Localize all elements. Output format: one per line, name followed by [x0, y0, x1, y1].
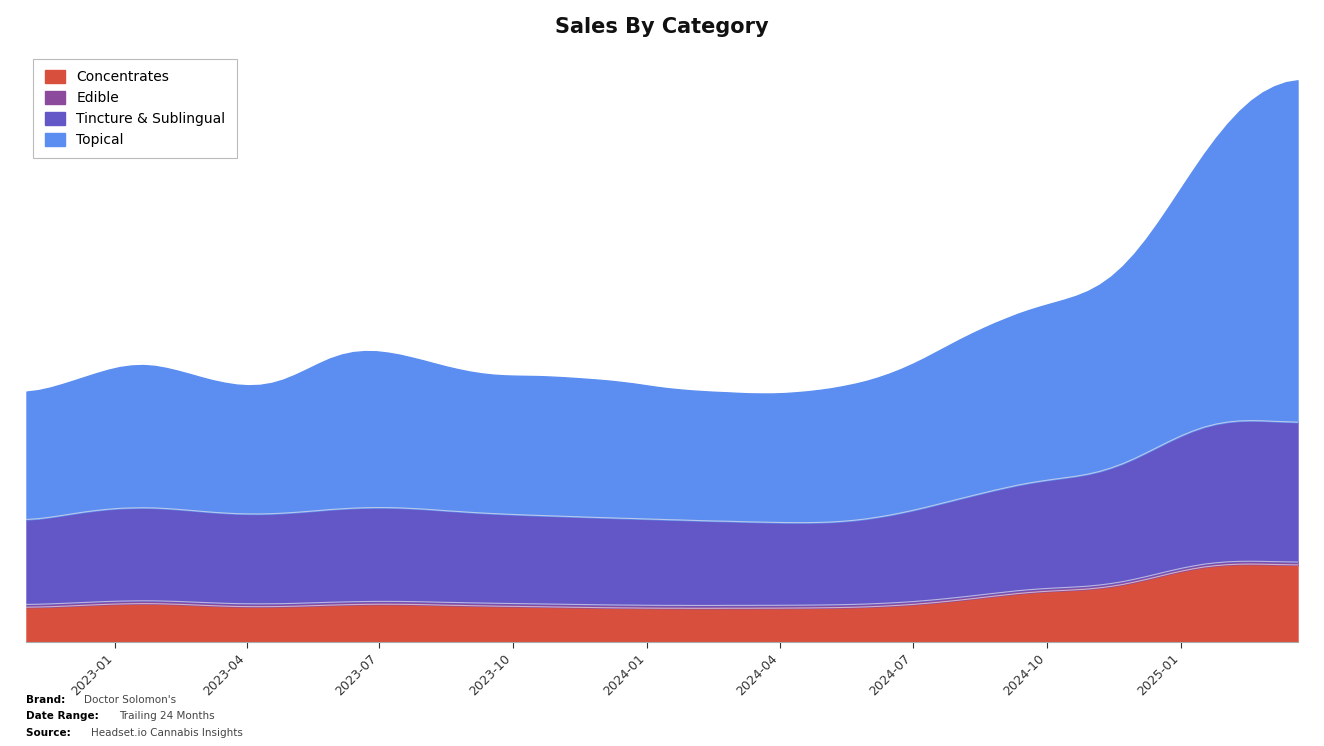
- Legend: Concentrates, Edible, Tincture & Sublingual, Topical: Concentrates, Edible, Tincture & Subling…: [33, 59, 237, 158]
- Text: Trailing 24 Months: Trailing 24 Months: [119, 712, 214, 721]
- Text: Source:: Source:: [26, 728, 78, 738]
- Title: Sales By Category: Sales By Category: [555, 16, 769, 37]
- Text: Brand:: Brand:: [26, 695, 73, 705]
- Text: Date Range:: Date Range:: [26, 712, 106, 721]
- Text: Headset.io Cannabis Insights: Headset.io Cannabis Insights: [90, 728, 242, 738]
- Text: Doctor Solomon's: Doctor Solomon's: [83, 695, 176, 705]
